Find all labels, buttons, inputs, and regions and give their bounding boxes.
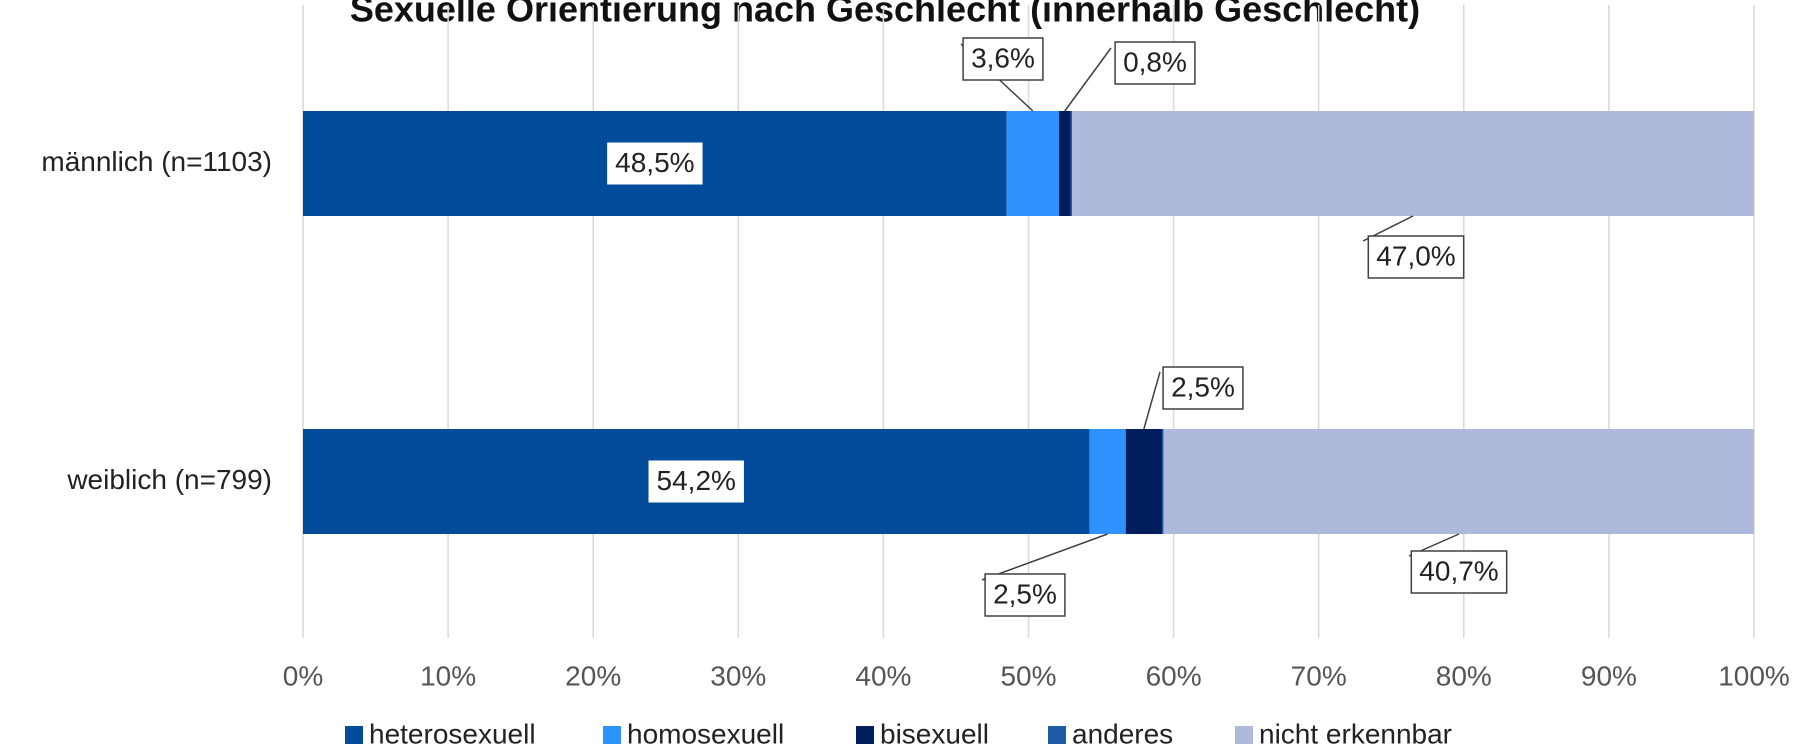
data-label-text: 40,7% bbox=[1419, 555, 1498, 586]
data-label-box bbox=[1410, 550, 1508, 594]
legend-swatch bbox=[856, 726, 874, 744]
legend-swatch bbox=[1048, 726, 1066, 744]
bar-segment bbox=[1163, 429, 1754, 534]
data-label-text: 2,5% bbox=[1171, 371, 1235, 402]
bar-segment bbox=[1058, 111, 1071, 216]
chart-title: Sexuelle Orientierung nach Geschlecht (i… bbox=[350, 0, 1420, 30]
bar-segment bbox=[1072, 111, 1754, 216]
legend-swatch bbox=[1235, 726, 1253, 744]
data-label-text: 48,5% bbox=[615, 147, 694, 178]
data-label: 2,5% bbox=[984, 573, 1066, 617]
data-label-box bbox=[962, 37, 1044, 81]
bar-segment bbox=[1006, 111, 1059, 216]
x-tick-label: 10% bbox=[420, 660, 476, 691]
x-tick-label: 60% bbox=[1146, 660, 1202, 691]
data-label-text: 2,5% bbox=[993, 578, 1057, 609]
data-label-text: 3,6% bbox=[971, 42, 1035, 73]
y-tick-label: weiblich (n=799) bbox=[66, 464, 272, 495]
grid bbox=[302, 5, 1755, 638]
leader-line bbox=[1143, 371, 1161, 430]
data-label-box bbox=[648, 460, 744, 503]
bar-segment bbox=[1125, 429, 1162, 534]
x-tick-label: 90% bbox=[1581, 660, 1637, 691]
data-label: 48,5% bbox=[607, 142, 703, 185]
data-label: 40,7% bbox=[1410, 550, 1508, 594]
bar-segment bbox=[1070, 111, 1073, 216]
x-tick-label: 30% bbox=[710, 660, 766, 691]
legend-swatch bbox=[603, 726, 621, 744]
data-label: 3,6% bbox=[962, 37, 1044, 81]
x-tick-label: 50% bbox=[1000, 660, 1056, 691]
bar-segment bbox=[1089, 429, 1126, 534]
data-label-text: 54,2% bbox=[657, 465, 736, 496]
y-tick-label: männlich (n=1103) bbox=[41, 146, 272, 177]
legend-swatch bbox=[345, 726, 363, 744]
data-label: 54,2% bbox=[648, 460, 744, 503]
data-label: 47,0% bbox=[1367, 235, 1465, 279]
data-label-box bbox=[1367, 235, 1465, 279]
data-label: 2,5% bbox=[1162, 366, 1244, 410]
data-label: 0,8% bbox=[1114, 41, 1196, 85]
data-label-text: 0,8% bbox=[1123, 46, 1187, 77]
legend-label: bisexuell bbox=[880, 718, 989, 749]
data-label-box bbox=[1162, 366, 1244, 410]
data-label-box bbox=[984, 573, 1066, 617]
bar-segment bbox=[1161, 429, 1164, 534]
data-label-box bbox=[1114, 41, 1196, 85]
leader-line bbox=[981, 533, 1108, 581]
x-tick-label: 80% bbox=[1436, 660, 1492, 691]
x-tick-label: 100% bbox=[1718, 660, 1790, 691]
x-tick-label: 70% bbox=[1291, 660, 1347, 691]
x-tick-label: 40% bbox=[855, 660, 911, 691]
x-tick-label: 0% bbox=[283, 660, 323, 691]
data-label-text: 47,0% bbox=[1376, 240, 1455, 271]
leader-line bbox=[1064, 47, 1112, 112]
legend-label: homosexuell bbox=[627, 718, 784, 749]
x-tick-label: 20% bbox=[565, 660, 621, 691]
legend-label: anderes bbox=[1072, 718, 1173, 749]
data-label-box bbox=[607, 142, 703, 185]
legend-label: nicht erkennbar bbox=[1259, 718, 1452, 749]
legend-label: heterosexuell bbox=[369, 718, 536, 749]
